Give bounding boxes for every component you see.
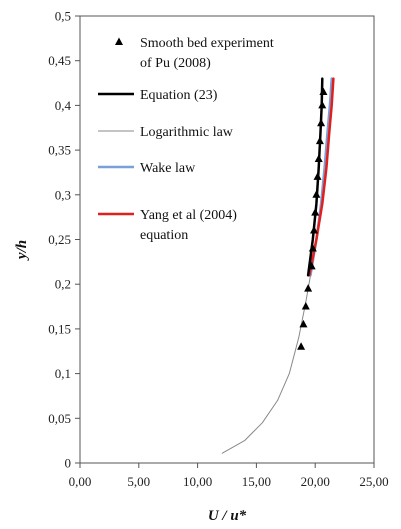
series-line-yang-et-al-2004-equation xyxy=(308,77,335,277)
data-point xyxy=(313,172,322,180)
y-tick-label: 0,4 xyxy=(55,98,72,113)
x-tick-label: 10,00 xyxy=(183,474,212,489)
legend-label: Equation (23) xyxy=(140,88,218,103)
data-point xyxy=(311,208,320,216)
legend: Smooth bed experiment of Pu (2008) Equatio… xyxy=(98,36,274,243)
y-tick-label: 0,15 xyxy=(48,321,71,336)
x-tick-label: 0,00 xyxy=(69,474,92,489)
data-point xyxy=(301,302,310,310)
legend-label: equation xyxy=(140,228,188,243)
data-point xyxy=(308,243,317,252)
y-tick-label: 0,05 xyxy=(48,411,71,426)
data-point xyxy=(315,136,324,145)
series-layer xyxy=(221,77,335,454)
legend-label: Wake law xyxy=(140,161,196,176)
x-tick-label: 5,00 xyxy=(127,474,150,489)
y-tick-label: 0,45 xyxy=(48,53,71,68)
legend-item: Wake law xyxy=(98,161,196,176)
data-point xyxy=(297,342,306,350)
x-tick-label: 15,00 xyxy=(242,474,271,489)
legend-item: Smooth bed experiment of Pu (2008) xyxy=(115,36,274,71)
legend-triangle-icon xyxy=(115,37,123,45)
y-axis: 0 0,05 0,1 0,15 0,2 0,25 0,3 0,35 0,4 0,45 0,5 xyxy=(48,9,80,471)
y-tick-label: 0,25 xyxy=(48,232,71,247)
legend-item: Equation (23) xyxy=(98,88,218,103)
data-point xyxy=(317,118,326,127)
legend-label: Logarithmic law xyxy=(140,125,234,140)
data-point xyxy=(314,154,323,163)
data-point xyxy=(310,226,319,234)
y-tick-label: 0,3 xyxy=(55,187,71,202)
y-axis-title: y/h xyxy=(14,240,30,261)
y-tick-label: 0,1 xyxy=(55,366,71,381)
y-tick-label: 0 xyxy=(65,456,72,471)
x-axis-title: U / u* xyxy=(208,508,247,524)
data-point xyxy=(318,100,327,109)
data-point xyxy=(312,190,321,198)
x-tick-label: 20,00 xyxy=(301,474,330,489)
plot-border xyxy=(79,15,375,464)
plot-area xyxy=(79,15,375,464)
data-point xyxy=(319,87,328,95)
y-tick-label: 0,5 xyxy=(55,9,71,24)
legend-item: Yang et al (2004) equation xyxy=(98,208,237,243)
x-axis: 0,00 5,00 10,00 15,00 20,00 25,00 xyxy=(69,463,389,489)
legend-label: Smooth bed experiment xyxy=(140,36,274,51)
y-tick-label: 0,35 xyxy=(48,143,71,158)
data-point xyxy=(304,284,313,292)
y-tick-label: 0,2 xyxy=(55,277,71,292)
legend-item: Logarithmic law xyxy=(98,125,234,140)
data-point xyxy=(299,319,308,328)
data-point xyxy=(307,261,316,270)
x-tick-label: 25,00 xyxy=(359,474,388,489)
legend-label: Yang et al (2004) xyxy=(140,208,237,223)
legend-label: of Pu (2008) xyxy=(140,56,211,71)
